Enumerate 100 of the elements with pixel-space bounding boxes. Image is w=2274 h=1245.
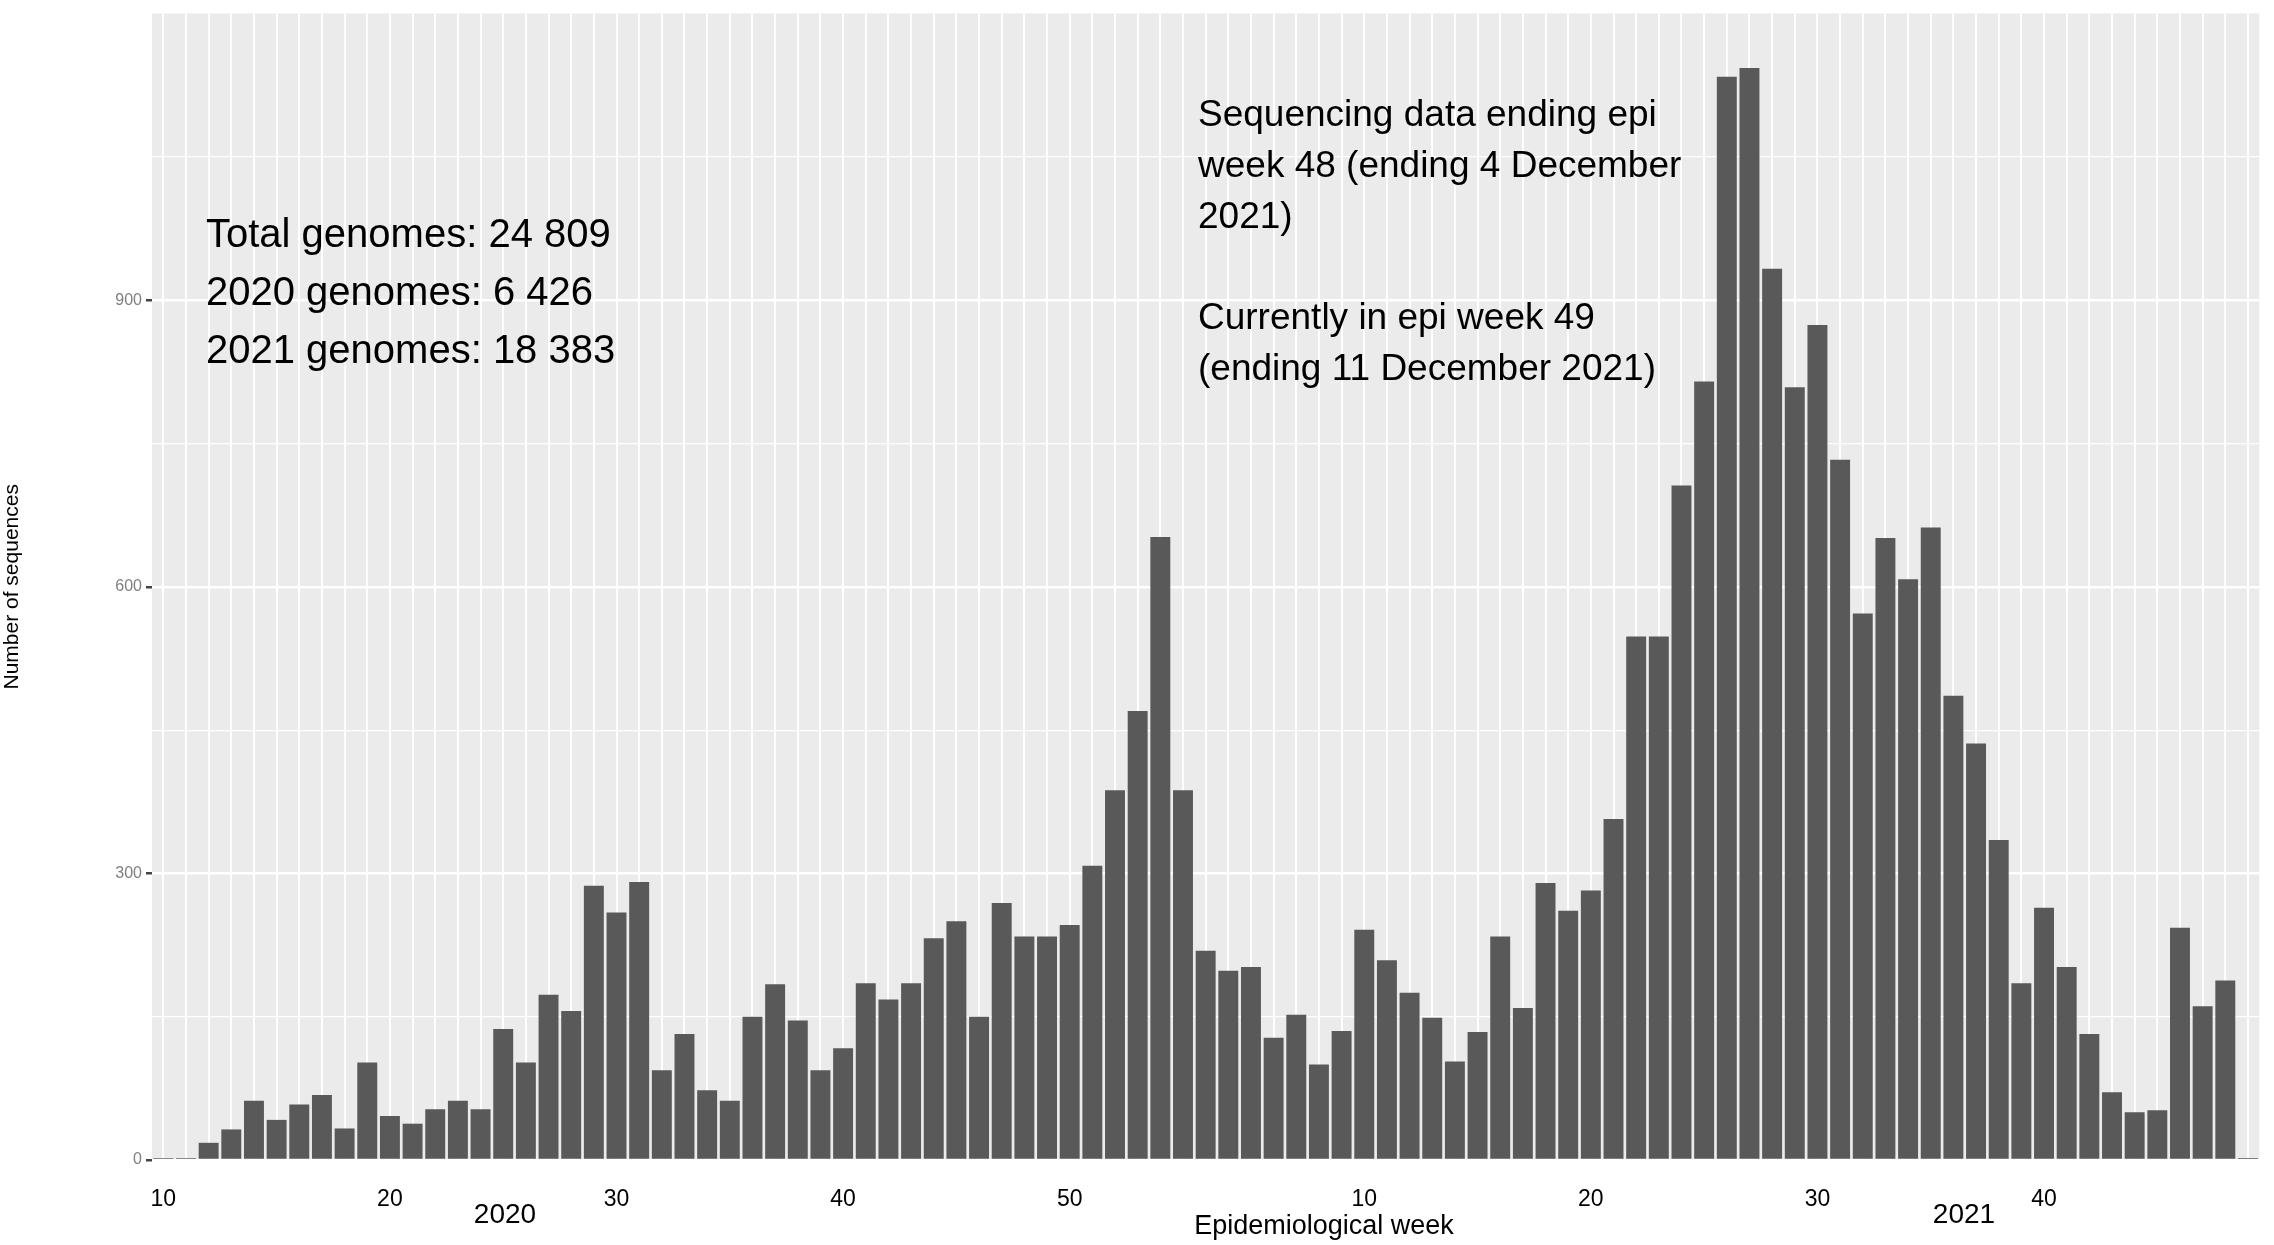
bar	[1558, 910, 1579, 1159]
bar	[1626, 636, 1647, 1159]
bar	[1807, 325, 1828, 1159]
bar	[878, 999, 899, 1159]
bar	[493, 1029, 514, 1159]
annotation: Currently in epi week 49 (ending 11 December 2021)	[1198, 296, 1656, 389]
annotation: Sequencing data ending epi week 48 (ending 4 December 2021)	[1197, 93, 1682, 237]
bar	[289, 1104, 310, 1159]
bar	[674, 1033, 695, 1159]
bar	[1218, 970, 1239, 1159]
bar	[2147, 1110, 2168, 1159]
x-axis-title: Epidemiological week	[1194, 1210, 1455, 1241]
bar	[1059, 924, 1080, 1159]
bar	[1399, 992, 1420, 1159]
bar	[1762, 268, 1783, 1159]
bar	[311, 1095, 332, 1159]
bar	[2011, 983, 2032, 1159]
bar	[198, 1142, 219, 1159]
bar	[1354, 929, 1375, 1159]
x-tick-label: 10	[1351, 1185, 1378, 1212]
bar	[470, 1109, 491, 1159]
bar	[2079, 1033, 2100, 1159]
bar	[1512, 1008, 1533, 1159]
bar	[1943, 695, 1964, 1159]
bar	[1603, 818, 1624, 1159]
bar	[1308, 1064, 1329, 1159]
bar	[1263, 1037, 1284, 1159]
bar	[2170, 927, 2190, 1159]
bar	[1830, 459, 1851, 1159]
bar	[515, 1062, 536, 1159]
bar	[2192, 1006, 2213, 1159]
bar	[447, 1100, 468, 1159]
bar	[1988, 839, 2009, 1159]
y-tick-label: 600	[115, 577, 143, 595]
bar	[1671, 485, 1692, 1159]
bar	[1444, 1061, 1465, 1159]
bar	[765, 984, 786, 1159]
bar	[583, 885, 604, 1159]
bar	[606, 912, 627, 1159]
x-tick-label: 30	[1804, 1185, 1831, 1212]
bar	[855, 983, 876, 1159]
bar	[425, 1109, 446, 1159]
annotation: Total genomes: 24 809 2020 genomes: 6 426 2021 genomes: 18 383	[206, 211, 616, 372]
bar	[1331, 1031, 1352, 1159]
bar	[2215, 980, 2236, 1159]
y-tick-label: 900	[115, 290, 143, 308]
bar	[1694, 381, 1715, 1159]
bar	[946, 921, 967, 1159]
bar	[787, 1020, 808, 1159]
bar	[833, 1048, 854, 1159]
x-tick-label: 20	[1578, 1185, 1604, 1212]
bar	[1875, 538, 1896, 1159]
y-tick-label: 300	[115, 863, 143, 881]
bar	[266, 1119, 287, 1159]
bar	[402, 1123, 423, 1159]
bar	[2056, 967, 2077, 1159]
bar	[2034, 907, 2055, 1159]
bar	[1920, 527, 1941, 1159]
bar	[1127, 710, 1148, 1159]
bar	[379, 1116, 400, 1159]
text: 2021	[1932, 1197, 1996, 1229]
bar	[810, 1070, 831, 1159]
bar	[1286, 1014, 1307, 1159]
bar	[1376, 960, 1397, 1159]
bar	[1105, 790, 1125, 1159]
bar	[742, 1016, 763, 1159]
bar	[1580, 890, 1601, 1159]
bar	[221, 1129, 242, 1159]
bar	[1014, 936, 1035, 1159]
bar	[1898, 579, 1919, 1159]
x-tick-label: 40	[2031, 1185, 2057, 1212]
x-tick-label: 10	[150, 1185, 177, 1212]
bar	[991, 903, 1012, 1159]
bar	[357, 1062, 378, 1159]
text: 2020	[473, 1197, 537, 1229]
bar	[719, 1100, 740, 1159]
bar	[1716, 76, 1737, 1159]
bar	[1490, 936, 1511, 1159]
y-axis-title: Number of sequences	[0, 484, 23, 690]
bar	[334, 1128, 355, 1159]
x-tick-label: 30	[603, 1185, 630, 1212]
y-tick-label: 0	[133, 1150, 143, 1168]
bar	[538, 994, 559, 1159]
x-tick-label: 20	[377, 1185, 403, 1212]
bar	[1241, 967, 1261, 1159]
bar	[629, 882, 650, 1159]
bar	[1852, 613, 1873, 1159]
bar	[1037, 936, 1058, 1159]
bar	[1535, 882, 1556, 1159]
bar	[1422, 1017, 1443, 1159]
bar	[1648, 636, 1669, 1159]
bar	[969, 1016, 990, 1159]
bar	[1150, 537, 1171, 1159]
bar	[2124, 1112, 2145, 1159]
bar	[1173, 790, 1193, 1159]
bar	[1784, 387, 1805, 1159]
bar	[1195, 950, 1216, 1159]
bar	[2102, 1092, 2122, 1159]
bar	[901, 983, 922, 1159]
bar	[561, 1010, 582, 1159]
